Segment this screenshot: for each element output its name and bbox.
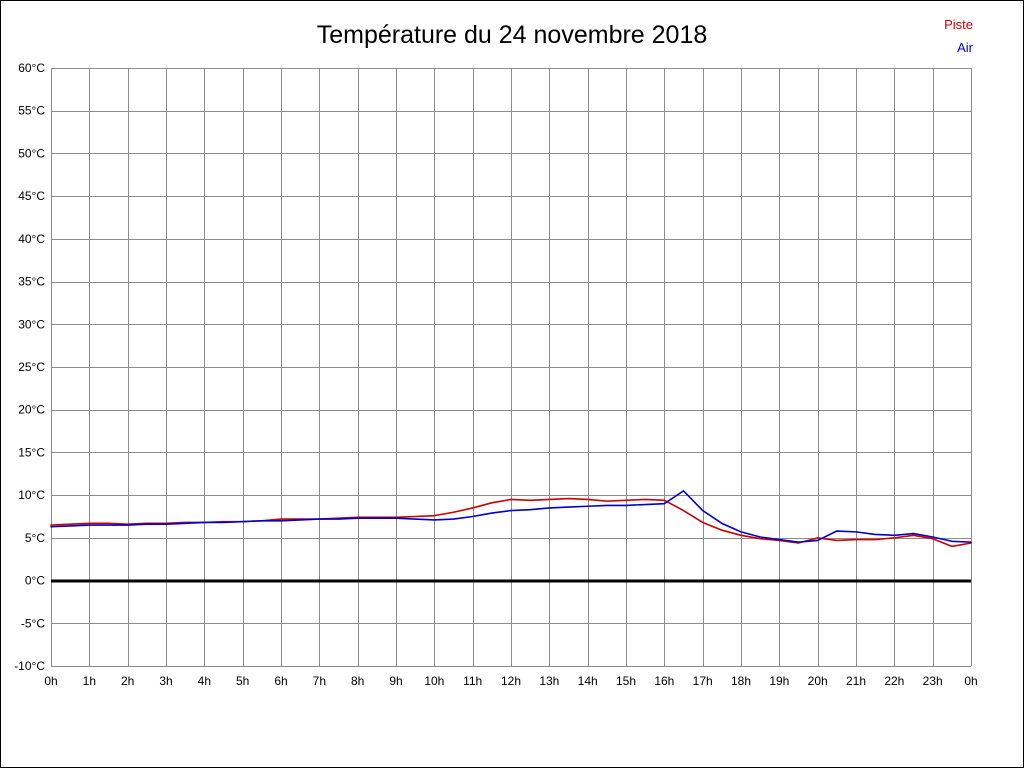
y-tick-labels: 60°C 55°C 50°C 45°C 40°C 35°C 30°C 25°C 20°C 15°C… — [14, 61, 45, 673]
svg-text:10h: 10h — [424, 674, 444, 688]
svg-text:60°C: 60°C — [18, 61, 45, 75]
svg-text:17h: 17h — [693, 674, 713, 688]
svg-text:40°C: 40°C — [18, 232, 45, 246]
svg-text:8h: 8h — [351, 674, 364, 688]
series-air-line — [50, 490, 972, 543]
svg-text:12h: 12h — [501, 674, 521, 688]
svg-text:2h: 2h — [121, 674, 134, 688]
svg-text:5h: 5h — [236, 674, 249, 688]
legend: Piste Air — [944, 13, 973, 59]
svg-text:21h: 21h — [846, 674, 866, 688]
svg-text:45°C: 45°C — [18, 189, 45, 203]
svg-text:25°C: 25°C — [18, 360, 45, 374]
svg-text:0h: 0h — [44, 674, 57, 688]
x-tick-labels: 0h 1h 2h 3h 4h 5h 6h 7h 8h 9h 10h 11h 12h 13h 14h 15h 16… — [44, 674, 977, 688]
svg-text:19h: 19h — [769, 674, 789, 688]
svg-text:15°C: 15°C — [18, 445, 45, 459]
svg-text:30°C: 30°C — [18, 317, 45, 331]
svg-text:35°C: 35°C — [18, 275, 45, 289]
svg-text:4h: 4h — [198, 674, 211, 688]
svg-text:9h: 9h — [389, 674, 402, 688]
svg-text:11h: 11h — [463, 674, 482, 688]
svg-text:0°C: 0°C — [25, 574, 45, 588]
chart-title: Température du 24 novembre 2018 — [316, 21, 708, 49]
svg-text:18h: 18h — [731, 674, 751, 688]
svg-text:7h: 7h — [313, 674, 326, 688]
grid-lines — [51, 68, 972, 667]
svg-text:0h: 0h — [964, 674, 977, 688]
svg-text:5°C: 5°C — [25, 531, 45, 545]
svg-text:23h: 23h — [923, 674, 943, 688]
svg-text:10°C: 10°C — [18, 488, 45, 502]
svg-text:50°C: 50°C — [18, 146, 45, 160]
svg-text:1h: 1h — [83, 674, 96, 688]
svg-text:3h: 3h — [159, 674, 172, 688]
legend-item-air: Air — [957, 40, 973, 55]
svg-text:-10°C: -10°C — [14, 659, 45, 673]
svg-text:14h: 14h — [578, 674, 598, 688]
svg-text:20h: 20h — [808, 674, 828, 688]
svg-text:22h: 22h — [884, 674, 904, 688]
svg-text:15h: 15h — [616, 674, 636, 688]
svg-text:-5°C: -5°C — [21, 616, 45, 630]
legend-item-piste: Piste — [944, 17, 973, 32]
svg-text:55°C: 55°C — [18, 104, 45, 118]
svg-text:6h: 6h — [274, 674, 287, 688]
svg-text:16h: 16h — [654, 674, 674, 688]
svg-text:13h: 13h — [539, 674, 559, 688]
svg-text:20°C: 20°C — [18, 403, 45, 417]
